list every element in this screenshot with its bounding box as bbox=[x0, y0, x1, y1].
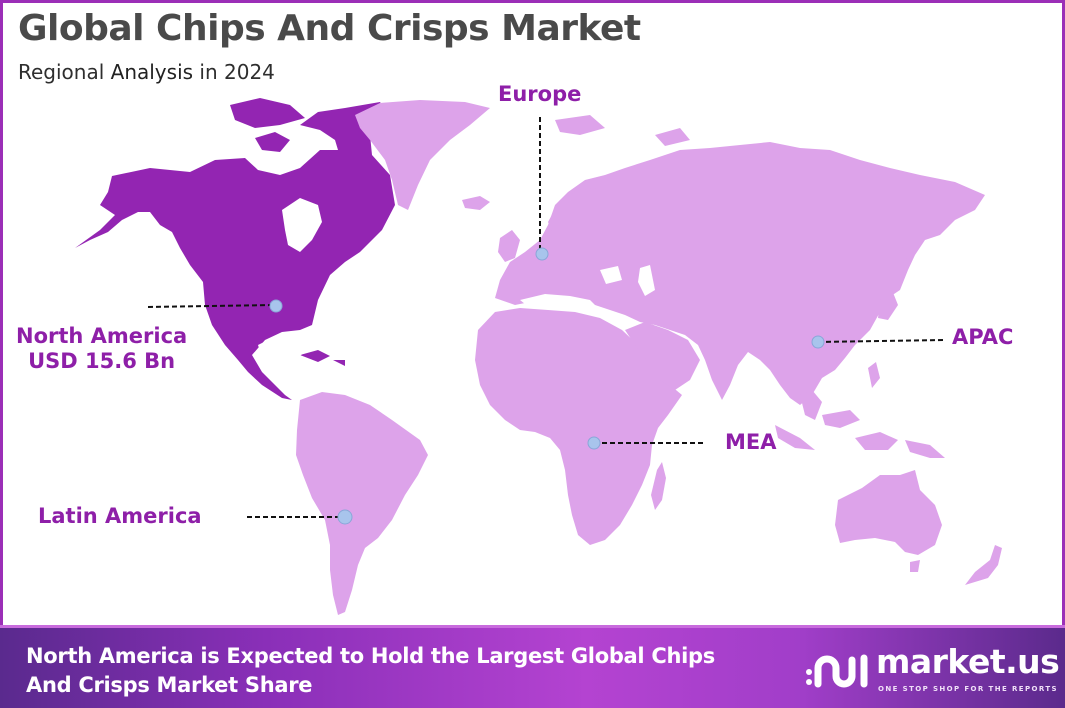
label-latin-america: Latin America bbox=[38, 504, 202, 528]
marker-mea bbox=[587, 436, 601, 450]
greenland-shape bbox=[355, 100, 490, 210]
world-map bbox=[75, 98, 1002, 615]
leader-lines bbox=[147, 117, 946, 518]
marker-europe bbox=[535, 247, 549, 261]
label-europe: Europe bbox=[498, 82, 582, 106]
leader-line-north-america bbox=[147, 304, 276, 308]
footer-headline-line2: And Crisps Market Share bbox=[26, 673, 313, 697]
label-apac: APAC bbox=[952, 325, 1014, 349]
region-oceania-shape bbox=[835, 470, 942, 555]
page-title: Global Chips And Crisps Market bbox=[18, 8, 641, 49]
footer-headline-line1: North America is Expected to Hold the La… bbox=[26, 644, 715, 668]
footer-banner: North America is Expected to Hold the La… bbox=[0, 625, 1065, 708]
subtitle-suffix: in 2024 bbox=[193, 60, 275, 84]
region-eurasia-shape bbox=[495, 142, 985, 405]
subtitle-emphasis: Analysis bbox=[110, 60, 194, 84]
brand-logo-block: market.us ONE STOP SHOP FOR THE REPORTS bbox=[806, 642, 1060, 700]
leader-line-apac bbox=[817, 339, 946, 343]
label-north-america-name: North America bbox=[16, 324, 188, 348]
subtitle-prefix: Regional bbox=[18, 60, 111, 84]
page-subtitle: Regional Analysis in 2024 bbox=[18, 60, 275, 84]
label-north-america-value: USD 15.6 Bn bbox=[28, 349, 176, 374]
label-mea: MEA bbox=[725, 430, 777, 454]
brand-name: market.us bbox=[876, 642, 1060, 681]
market-us-logo-icon bbox=[806, 654, 868, 688]
footer-headline: North America is Expected to Hold the La… bbox=[26, 642, 806, 700]
brand-tagline: ONE STOP SHOP FOR THE REPORTS bbox=[878, 685, 1058, 693]
region-north-america-shape bbox=[75, 98, 395, 400]
marker-north-america bbox=[269, 299, 283, 313]
region-mea-shape bbox=[475, 308, 682, 545]
marker-apac bbox=[811, 335, 825, 349]
marker-latin-america bbox=[337, 509, 353, 525]
label-north-america: North America USD 15.6 Bn bbox=[16, 324, 187, 374]
region-latin-america-shape bbox=[296, 392, 428, 615]
